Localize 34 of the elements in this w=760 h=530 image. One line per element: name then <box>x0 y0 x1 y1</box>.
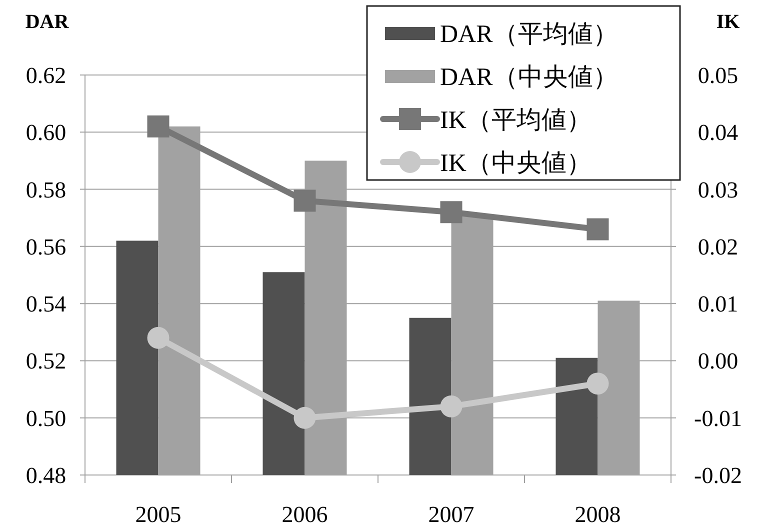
y-tick-label: 0.62 <box>26 63 66 88</box>
point <box>586 372 609 395</box>
y2-tick-label: 0.00 <box>698 348 738 374</box>
y2-tick-label: 0.01 <box>698 292 738 317</box>
point <box>440 201 462 224</box>
x-tick-label: 2007 <box>428 502 474 527</box>
legend-label: IK（中央値） <box>440 150 592 177</box>
point <box>440 395 462 418</box>
y2-tick-label: 0.03 <box>698 177 738 202</box>
y2-tick-label: 0.05 <box>698 63 738 88</box>
y2-tick-label: 0.04 <box>698 120 739 146</box>
legend-label: IK（平均値） <box>440 107 592 134</box>
y2-tick-label: -0.01 <box>694 406 742 431</box>
y-tick-label: 0.48 <box>26 463 66 488</box>
legend-label: DAR（中央値） <box>440 64 618 91</box>
y-tick-label: 0.56 <box>26 234 66 260</box>
point <box>586 218 609 240</box>
y-tick-label: 0.58 <box>26 177 66 202</box>
y-axis-title: DAR <box>25 11 70 33</box>
x-tick-label: 2008 <box>574 502 621 527</box>
y2-tick-label: -0.02 <box>694 463 742 488</box>
point <box>147 326 170 349</box>
y-tick-label: 0.60 <box>26 120 66 146</box>
y-tick-label: 0.50 <box>26 406 66 431</box>
y-tick-label: 0.52 <box>26 348 66 374</box>
y2-tick-label: 0.02 <box>698 234 738 260</box>
y2-axis-title: IK <box>716 11 740 33</box>
legend-label: DAR（平均値） <box>440 21 618 48</box>
point <box>147 115 170 138</box>
x-tick-label: 2006 <box>282 502 328 527</box>
y-tick-label: 0.54 <box>26 292 67 317</box>
x-tick-label: 2005 <box>135 502 182 527</box>
point <box>294 406 316 429</box>
point <box>294 190 316 212</box>
